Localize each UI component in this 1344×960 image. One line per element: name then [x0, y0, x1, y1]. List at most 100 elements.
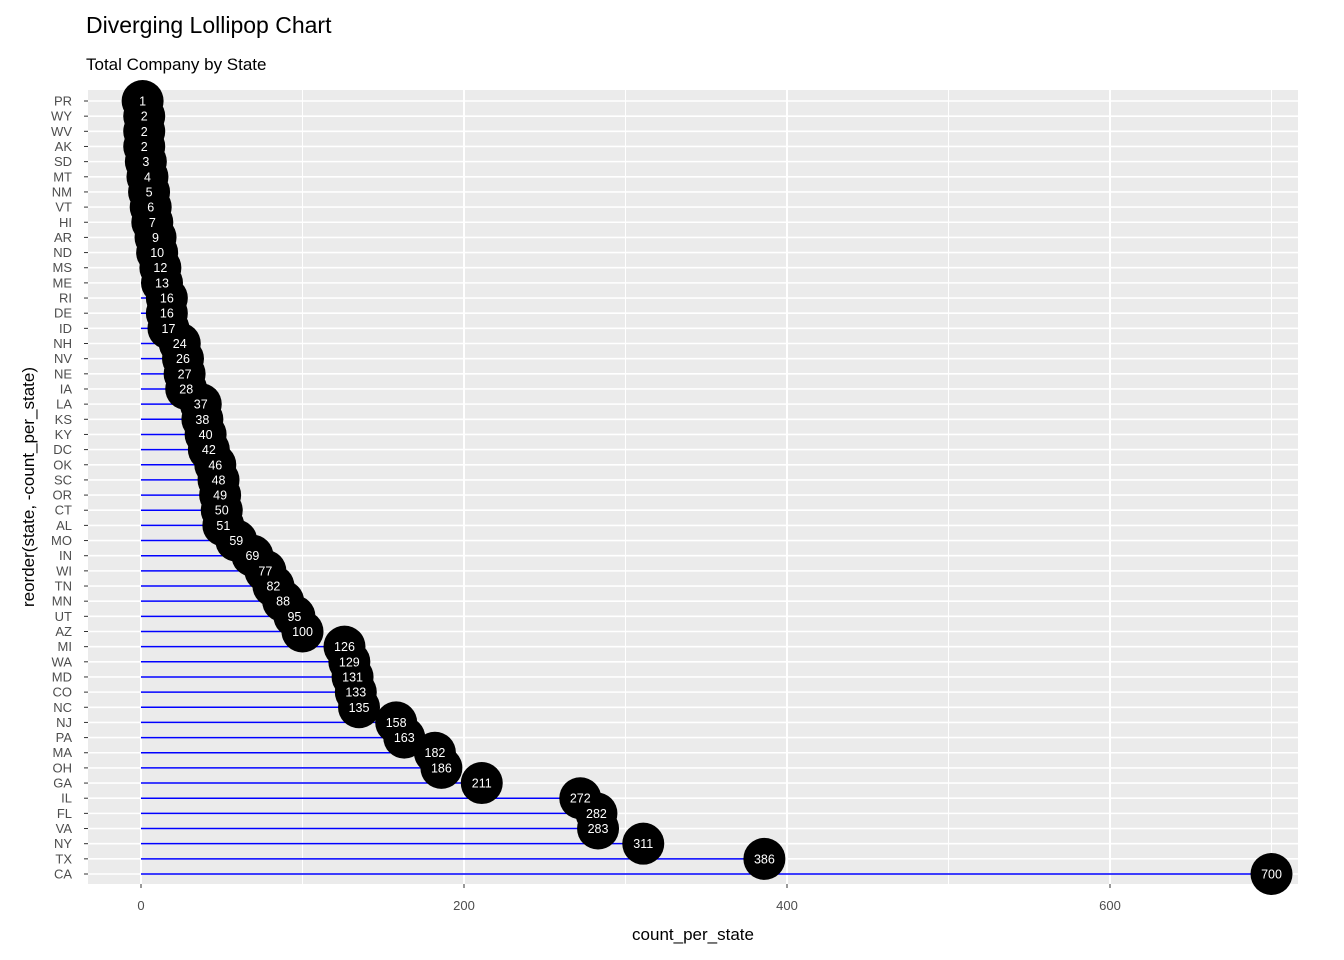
data-label-ms: 12: [153, 261, 167, 275]
data-label-nm: 5: [146, 185, 153, 199]
point-tx: [743, 837, 786, 880]
data-label-ct: 50: [215, 504, 229, 518]
y-tick-label-ct: CT: [55, 503, 72, 518]
y-axis: PRWYWVAKSDMTNMVTHIARNDMSMERIDEIDNHNVNEIA…: [51, 94, 88, 882]
y-tick-label-ak: AK: [55, 139, 73, 154]
y-tick-label-wv: WV: [51, 124, 72, 139]
y-tick-label-dc: DC: [53, 442, 72, 457]
y-tick-label-wy: WY: [51, 109, 72, 124]
data-label-or: 49: [213, 489, 227, 503]
data-label-nj: 158: [386, 716, 407, 730]
data-label-ny: 311: [633, 837, 653, 851]
y-tick-label-nh: NH: [53, 336, 72, 351]
data-label-wa: 129: [339, 655, 360, 669]
data-label-pr: 1: [139, 95, 146, 109]
data-label-nh: 24: [173, 337, 187, 351]
data-label-tx: 386: [754, 852, 775, 866]
y-tick-label-de: DE: [54, 306, 72, 321]
y-tick-label-co: CO: [53, 685, 73, 700]
y-tick-label-tn: TN: [55, 579, 72, 594]
lollipop-points: [121, 80, 1293, 895]
data-label-ar: 9: [152, 231, 159, 245]
data-label-tn: 82: [266, 580, 280, 594]
y-tick-label-pa: PA: [56, 730, 73, 745]
y-tick-label-mn: MN: [52, 594, 72, 609]
data-label-hi: 7: [149, 216, 156, 230]
data-label-co: 133: [345, 686, 366, 700]
data-label-wy: 2: [141, 110, 148, 124]
y-tick-label-ut: UT: [55, 609, 72, 624]
point-oh: [420, 746, 463, 789]
y-tick-label-oh: OH: [53, 760, 73, 775]
y-tick-label-ms: MS: [53, 260, 73, 275]
data-label-va: 283: [588, 822, 609, 836]
y-tick-label-sd: SD: [54, 154, 72, 169]
y-tick-label-nj: NJ: [56, 715, 72, 730]
x-axis-title: count_per_state: [632, 925, 754, 944]
y-tick-label-az: AZ: [55, 624, 72, 639]
data-label-az: 100: [292, 625, 313, 639]
data-label-mi: 126: [334, 640, 355, 654]
data-label-ky: 40: [199, 428, 213, 442]
data-label-wv: 2: [141, 125, 148, 139]
point-va: [577, 807, 620, 850]
y-tick-label-ok: OK: [53, 457, 72, 472]
data-label-ks: 38: [195, 413, 209, 427]
y-tick-label-ri: RI: [59, 291, 72, 306]
data-label-mn: 88: [276, 595, 290, 609]
y-tick-label-sc: SC: [54, 472, 72, 487]
data-label-me: 13: [155, 276, 169, 290]
y-tick-label-tx: TX: [55, 851, 72, 866]
point-ny: [622, 822, 665, 865]
point-ca: [1250, 853, 1293, 895]
y-tick-label-ar: AR: [54, 230, 72, 245]
data-label-oh: 186: [431, 761, 452, 775]
data-label-sc: 48: [212, 473, 226, 487]
data-label-ut: 95: [287, 610, 301, 624]
plot-panel: [88, 90, 1298, 884]
y-tick-label-nm: NM: [52, 184, 72, 199]
y-tick-label-ga: GA: [53, 776, 72, 791]
y-tick-label-ks: KS: [55, 412, 73, 427]
y-tick-label-ky: KY: [55, 427, 73, 442]
data-label-mt: 4: [144, 170, 151, 184]
chart-subtitle: Total Company by State: [86, 55, 267, 74]
data-label-ia: 28: [179, 382, 193, 396]
x-tick-label: 400: [776, 898, 798, 913]
chart-title: Diverging Lollipop Chart: [86, 12, 332, 38]
y-tick-label-wi: WI: [56, 563, 72, 578]
data-label-wi: 77: [258, 564, 272, 578]
data-label-in: 69: [245, 549, 259, 563]
x-tick-label: 0: [137, 898, 144, 913]
y-tick-label-mi: MI: [58, 639, 72, 654]
data-label-ak: 2: [141, 140, 148, 154]
data-label-mo: 59: [229, 534, 243, 548]
data-label-al: 51: [216, 519, 230, 533]
y-tick-label-ia: IA: [60, 381, 73, 396]
point-az: [281, 610, 324, 653]
y-tick-label-mt: MT: [53, 169, 72, 184]
y-tick-label-ne: NE: [54, 366, 72, 381]
data-label-il: 272: [570, 792, 591, 806]
y-tick-label-hi: HI: [59, 215, 72, 230]
y-tick-label-fl: FL: [57, 806, 72, 821]
y-tick-label-or: OR: [53, 488, 73, 503]
y-tick-label-md: MD: [52, 669, 72, 684]
data-label-nv: 26: [176, 352, 190, 366]
data-label-md: 131: [342, 670, 363, 684]
y-tick-label-nc: NC: [53, 700, 72, 715]
data-label-la: 37: [194, 398, 208, 412]
data-label-nd: 10: [150, 246, 164, 260]
y-tick-label-wa: WA: [52, 654, 73, 669]
y-tick-label-ca: CA: [54, 867, 72, 882]
data-label-ri: 16: [160, 292, 174, 306]
data-label-ok: 46: [208, 458, 222, 472]
data-label-dc: 42: [202, 443, 216, 457]
data-label-vt: 6: [147, 201, 154, 215]
point-ga: [460, 762, 503, 805]
y-tick-label-il: IL: [61, 791, 72, 806]
y-tick-label-ny: NY: [54, 836, 72, 851]
y-tick-label-al: AL: [56, 518, 72, 533]
data-label-id: 17: [162, 322, 176, 336]
